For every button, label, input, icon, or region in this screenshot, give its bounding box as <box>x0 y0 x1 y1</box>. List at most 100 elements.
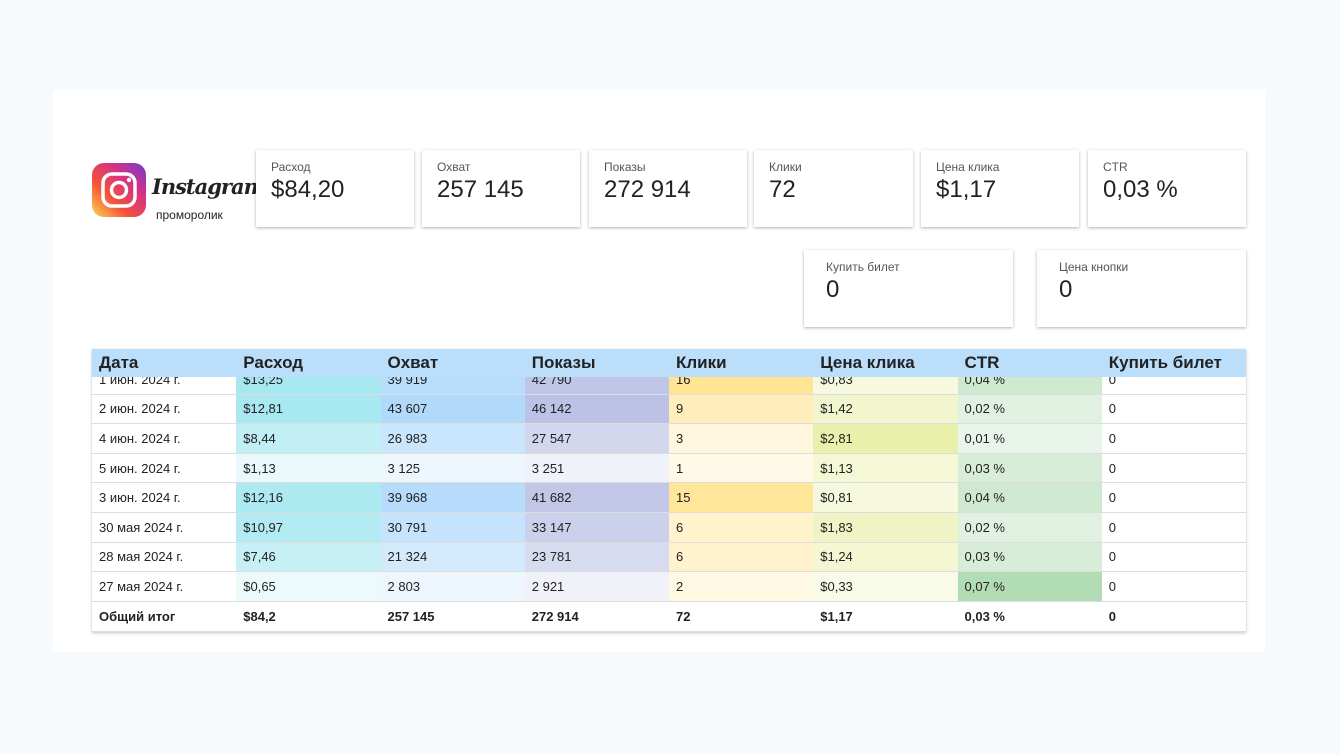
kpi-card: Цена кнопки 0 <box>1037 250 1246 327</box>
table-header: Дата Расход Охват Показы Клики Цена клика CTR К… <box>92 349 1246 377</box>
table-cell: 0,04 % <box>957 377 1102 394</box>
column-header: Цена клика <box>820 353 915 372</box>
total-cell: $1,17 <box>820 608 853 624</box>
table-cell: 1 <box>669 453 814 483</box>
table-cell: 3 июн. 2024 г. <box>99 490 181 506</box>
table-cell: 26 983 <box>380 424 525 453</box>
kpi-label: Цена клика <box>936 160 1000 174</box>
total-cell: 0 <box>1108 608 1116 624</box>
kpi-value: 0 <box>826 276 840 303</box>
table-cell: 33 147 <box>524 512 669 542</box>
table-cell: 2 <box>669 572 814 601</box>
table-row: 4 июн. 2024 г. $8,44 26 983 27 547 3 $2,81 0,0… <box>92 424 1246 454</box>
table-cell: 39 919 <box>380 377 525 394</box>
table-cell: 6 <box>669 542 814 572</box>
table-cell: $0,65 <box>236 572 381 601</box>
table-cell: $12,16 <box>236 483 381 512</box>
table-row: 1 июн. 2024 г. $13,25 39 919 42 790 16 $0,83 0… <box>92 377 1246 395</box>
table-cell: 0 <box>1108 401 1116 417</box>
table-cell: 0,03 % <box>957 453 1102 483</box>
table-cell: 15 <box>669 483 814 512</box>
table-cell: 43 607 <box>380 394 525 424</box>
brand-subtitle: проморолик <box>156 208 223 222</box>
column-header: Дата <box>99 353 139 372</box>
table-cell: 21 324 <box>380 542 525 572</box>
column-header: CTR <box>964 353 1000 372</box>
table-cell: 30 мая 2024 г. <box>99 519 184 535</box>
kpi-card: CTR 0,03 % <box>1088 150 1246 227</box>
table-cell: 0,03 % <box>957 542 1102 572</box>
table-cell: $8,44 <box>236 424 381 453</box>
table-cell: 46 142 <box>524 394 669 424</box>
table-row: 3 июн. 2024 г. $12,16 39 968 41 682 15 $0,81 0… <box>92 483 1246 513</box>
table-cell: $1,42 <box>813 394 958 424</box>
table-cell: $1,83 <box>813 512 958 542</box>
table-cell: 0,02 % <box>957 394 1102 424</box>
column-header: Охват <box>387 353 439 372</box>
instagram-logo <box>92 163 146 217</box>
table-cell: $2,81 <box>813 424 958 453</box>
table-cell: 0 <box>1108 460 1116 476</box>
table-row: 5 июн. 2024 г. $1,13 3 125 3 251 1 $1,13 0,03 … <box>92 453 1246 484</box>
table-row: 30 мая 2024 г. $10,97 30 791 33 147 6 $1,83 0,… <box>92 512 1246 543</box>
table-cell: $10,97 <box>236 512 381 542</box>
table-cell: 0 <box>1108 578 1116 594</box>
column-header: Купить билет <box>1108 353 1222 372</box>
table-cell: 42 790 <box>524 377 669 394</box>
table-cell: 2 803 <box>380 572 525 601</box>
table-cell: 0 <box>1108 549 1116 565</box>
kpi-card: Охват 257 145 <box>422 150 580 227</box>
table-cell: $1,13 <box>813 453 958 483</box>
total-cell: 272 914 <box>531 608 579 624</box>
table-cell: 3 251 <box>524 453 669 483</box>
table-cell: 0,04 % <box>957 483 1102 512</box>
data-table: Дата Расход Охват Показы Клики Цена клика CTR К… <box>92 349 1246 632</box>
table-cell: $1,24 <box>813 542 958 572</box>
column-header: Расход <box>243 353 304 372</box>
kpi-value: $84,20 <box>271 176 345 203</box>
brand-name: Instagram <box>152 174 266 199</box>
table-cell: $12,81 <box>236 394 381 424</box>
kpi-card: Купить билет 0 <box>804 250 1013 327</box>
kpi-label: Расход <box>271 160 311 174</box>
column-header: Показы <box>531 353 596 372</box>
kpi-value: 272 914 <box>604 176 691 203</box>
kpi-label: CTR <box>1103 160 1128 174</box>
kpi-label: Купить билет <box>826 260 900 274</box>
table-cell: 1 июн. 2024 г. <box>99 377 181 387</box>
table-body: 1 июн. 2024 г. $13,25 39 919 42 790 16 $0,83 0… <box>92 377 1246 602</box>
table-cell: 5 июн. 2024 г. <box>99 460 181 476</box>
table-cell: 27 мая 2024 г. <box>99 578 184 594</box>
table-cell: 4 июн. 2024 г. <box>99 430 181 446</box>
column-header: Клики <box>676 353 727 372</box>
table-cell: 3 <box>669 424 814 453</box>
total-cell: 0,03 % <box>964 608 1005 624</box>
table-cell: 0,07 % <box>957 572 1102 601</box>
table-row: 27 мая 2024 г. $0,65 2 803 2 921 2 $0,33 0,07 … <box>92 572 1246 602</box>
kpi-card: Цена клика $1,17 <box>921 150 1079 227</box>
table-cell: 16 <box>669 377 814 394</box>
table-cell: 2 июн. 2024 г. <box>99 401 181 417</box>
table-cell: 0 <box>1108 490 1116 506</box>
kpi-value: 257 145 <box>437 176 524 203</box>
table-cell: 3 125 <box>380 453 525 483</box>
kpi-label: Показы <box>604 160 646 174</box>
kpi-value: 0,03 % <box>1103 176 1178 203</box>
kpi-card: Клики 72 <box>754 150 913 227</box>
table-cell: $7,46 <box>236 542 381 572</box>
table-cell: 0,01 % <box>957 424 1102 453</box>
table-cell: $0,33 <box>813 572 958 601</box>
table-cell: 30 791 <box>380 512 525 542</box>
table-cell: $1,13 <box>236 453 381 483</box>
table-cell: 28 мая 2024 г. <box>99 549 184 565</box>
kpi-card: Расход $84,20 <box>256 150 414 227</box>
total-cell: $84,2 <box>243 608 276 624</box>
total-cell: 257 145 <box>387 608 435 624</box>
table-row: 2 июн. 2024 г. $12,81 43 607 46 142 9 $1,42 0,… <box>92 394 1246 425</box>
kpi-label: Охват <box>437 160 471 174</box>
total-row: Общий итог $84,2 257 145 272 914 72 $1,17 0,03… <box>92 602 1246 632</box>
table-row: 28 мая 2024 г. $7,46 21 324 23 781 6 $1,24 0,0… <box>92 542 1246 573</box>
kpi-value: 0 <box>1059 276 1073 303</box>
